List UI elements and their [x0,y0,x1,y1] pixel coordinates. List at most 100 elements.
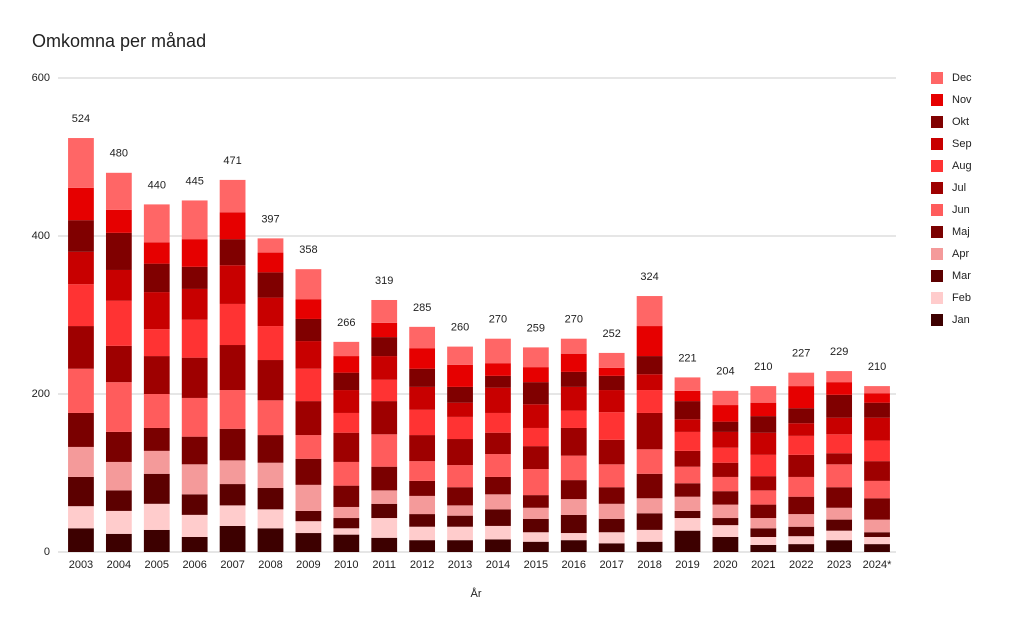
legend-label: Mar [952,270,971,282]
x-tick-label: 2010 [334,559,358,571]
bar-segment [788,423,815,436]
bar-segment [560,540,587,552]
bar-segment [864,519,890,533]
bar-segment [333,341,360,357]
total-label: 471 [223,155,241,167]
total-label: 260 [451,322,469,334]
bar-segment [447,402,473,417]
bar-segment [560,353,587,372]
bar-segment [485,432,511,455]
bar-segment [333,372,360,391]
bar-segment [143,394,170,428]
bar-segment [68,187,94,221]
x-tick-label: 2005 [145,559,169,571]
bar-segment [788,544,815,552]
bar-segment [143,503,170,530]
bar-segment [636,541,663,552]
bar-segment [181,464,208,495]
legend-swatch [931,314,943,326]
bar-segment [788,372,815,387]
bar-segment [712,525,739,537]
bar-segment [409,540,436,552]
bar-segment [750,476,777,491]
bar-segment [447,439,473,466]
bar-segment [143,427,170,451]
legend-label: Apr [952,248,969,260]
bar-segment [522,347,549,368]
bar-segment [788,526,815,537]
bar-segment [219,390,246,429]
bar-segment [560,499,587,515]
bar-segment [219,428,246,461]
bar-segment [447,465,473,488]
bar-segment [712,447,739,463]
bar-segment [219,239,246,266]
total-label: 221 [678,352,696,364]
legend-swatch [931,138,943,150]
bar-segment [333,461,360,486]
bar-segment [68,220,94,252]
bar-segment [712,504,739,519]
bar-segment [68,446,94,477]
bar-segment [409,514,436,527]
bar-segment [598,367,625,376]
bar-segment [826,507,853,520]
bar-segment [295,401,322,436]
bar-segment [485,338,511,364]
bar-segment [598,464,625,488]
bar-segment [143,473,170,504]
legend-label: Dec [952,72,972,84]
bar-segment [68,138,94,188]
bar-segment [409,480,436,496]
bar-segment [257,528,284,552]
total-label: 319 [375,275,393,287]
bar-segment [712,431,739,448]
bar-segment [219,345,246,391]
bar-segment [181,436,208,465]
bar-segment [674,431,701,451]
bar-segment [409,348,436,369]
bar-segment [105,431,132,462]
bar-segment [105,209,132,233]
chart-title: Omkomna per månad [32,31,206,51]
bar-segment [636,390,663,413]
x-tick-label: 2015 [524,559,548,571]
bar-segment [333,518,360,529]
bar-segment [371,503,398,519]
bar-segment [181,494,208,515]
bar-segment [333,506,360,519]
bar-segment [295,533,322,552]
x-tick-label: 2016 [562,559,586,571]
bar-segment [409,526,436,541]
bar-segment [219,484,246,506]
bar-segment [333,534,360,552]
bar-segment [371,466,398,491]
bar-segment [674,518,701,531]
bar-segment [409,461,436,481]
bar-segment [712,536,739,552]
bar-segment [447,416,473,440]
bar-segment [181,514,208,537]
bar-segment [522,518,549,533]
bar-segment [712,390,739,406]
bar-segment [826,417,853,435]
bar-segment [371,379,398,402]
bar-segment [560,371,587,387]
bar-segment [560,533,587,541]
bar-segment [257,509,284,529]
bar-segment [105,510,132,534]
bar-segment [333,432,360,462]
bar-segment [864,544,890,552]
bar-segment [864,440,890,462]
bar-segment [636,326,663,357]
bar-segment [295,299,322,319]
bar-segment [219,525,246,552]
bar-segment [750,518,777,529]
bar-segment [598,543,625,552]
x-tick-label: 2009 [296,559,320,571]
bar-segment [333,528,360,535]
bar-segment [522,427,549,447]
bar-segment [636,412,663,450]
bar-segment [522,382,549,405]
bar-segment [788,386,815,409]
